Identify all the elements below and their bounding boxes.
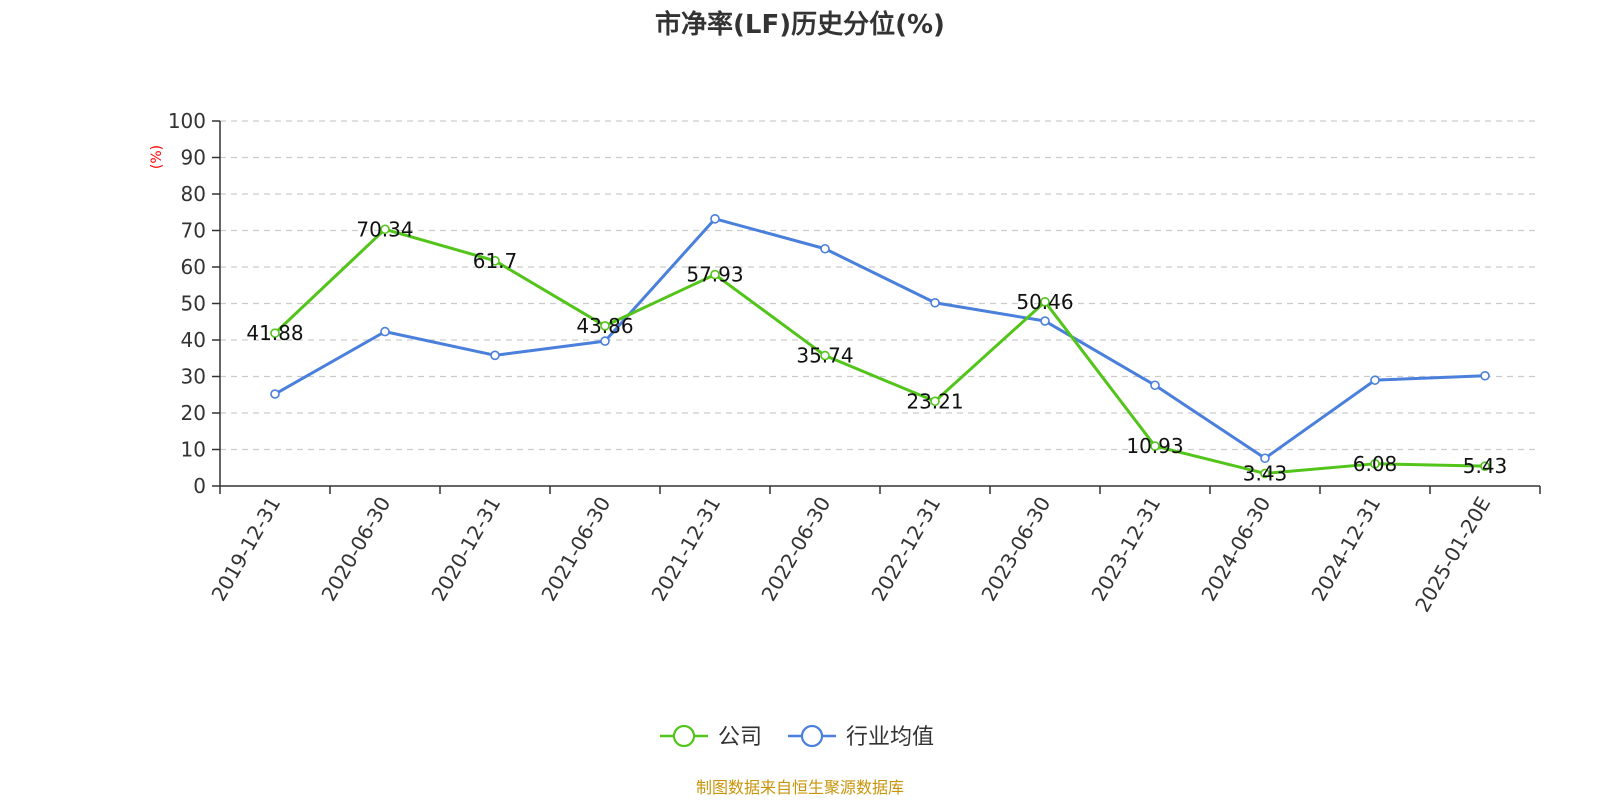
series-line-industry-average: [274, 217, 1486, 460]
x-tick-label: 2022-06-30: [756, 493, 835, 606]
series-lines: [270, 214, 1490, 479]
y-tick-label: 20: [181, 401, 206, 425]
legend-item-company[interactable]: 公司: [660, 724, 762, 750]
industry-average-point: [1150, 380, 1160, 391]
company-point: [930, 396, 940, 407]
industry-average-point: [1040, 316, 1050, 326]
company-data-label: 57.93: [686, 263, 743, 287]
industry-average-point: [1370, 375, 1380, 385]
company-point: [820, 350, 830, 361]
company-point: [270, 328, 280, 338]
y-tick-label: 10: [181, 438, 206, 462]
company-data-label: 10.93: [1126, 434, 1183, 458]
legend-label: 公司: [718, 725, 762, 750]
y-tick-label: 0: [193, 474, 206, 498]
company-point: [600, 321, 610, 331]
legend-label: 行业均值: [846, 725, 934, 750]
company-point: [490, 255, 500, 266]
y-tick-label: 80: [181, 182, 206, 206]
y-tick-label: 70: [181, 219, 206, 243]
company-data-label: 61.7: [473, 249, 518, 273]
x-tick-label: 2021-06-30: [536, 493, 615, 606]
industry-average-point: [600, 336, 610, 346]
company-data-label: 41.88: [246, 321, 303, 345]
x-tick-label: 2021-12-31: [646, 493, 725, 606]
y-tick-label: 100: [168, 109, 206, 133]
industry-average-point: [1480, 370, 1490, 381]
chart-title: 市净率(LF)历史分位(%): [655, 9, 945, 40]
x-tick-label: 2020-06-30: [316, 493, 395, 606]
y-tick-label: 90: [181, 146, 206, 170]
data-labels: 41.88 70.34 61.7 43.86 57.93 35.74 23.21 50.46 1…: [246, 217, 1507, 485]
company-data-label: 6.08: [1353, 452, 1398, 476]
x-tick-label: 2025-01-20E: [1410, 493, 1495, 617]
industry-average-point: [930, 297, 940, 308]
x-tick-label: 2023-06-30: [976, 493, 1055, 606]
company-data-label: 3.43: [1243, 461, 1288, 485]
industry-average-point: [710, 214, 720, 224]
y-tick-label: 60: [181, 255, 206, 279]
x-tick-label: 2024-06-30: [1196, 493, 1275, 606]
x-tick-label: 2020-12-31: [426, 493, 505, 606]
grid-lines: [220, 120, 1540, 451]
y-tick-label: 40: [181, 328, 206, 352]
axes: 0 10 20 30 40 50 60 70 80 90 100 2019-12-31 2020-06-…: [168, 109, 1541, 617]
company-point: [380, 224, 390, 235]
industry-average-point: [270, 389, 280, 399]
industry-average-point: [820, 243, 830, 254]
company-point: [1480, 461, 1490, 471]
company-point: [1040, 297, 1050, 307]
y-axis-unit-label: (%): [149, 145, 165, 169]
industry-average-point: [380, 326, 390, 337]
series-line-company: [273, 227, 1486, 475]
industry-average-point: [490, 350, 500, 361]
company-data-label: 70.34: [356, 217, 413, 241]
company-point: [710, 269, 720, 280]
company-point: [1370, 459, 1380, 469]
y-tick-label: 30: [181, 365, 206, 389]
company-data-label: 43.86: [576, 314, 633, 338]
source-note: 制图数据来自恒生聚源数据库: [696, 778, 904, 797]
company-data-label: 50.46: [1016, 290, 1073, 314]
company-data-label: 23.21: [906, 389, 963, 413]
company-point: [1260, 468, 1270, 479]
legend-circle-icon: [800, 724, 824, 748]
legend[interactable]: 公司 行业均值: [660, 724, 934, 750]
company-data-label: 5.43: [1463, 454, 1508, 478]
industry-average-point: [1260, 453, 1270, 464]
company-data-label: 35.74: [796, 344, 853, 368]
company-point: [1150, 441, 1160, 451]
x-tick-label: 2024-12-31: [1306, 493, 1385, 606]
legend-item-industry-average[interactable]: 行业均值: [788, 724, 934, 750]
y-tick-label: 50: [181, 292, 206, 316]
x-tick-label: 2022-12-31: [866, 493, 945, 606]
x-tick-label: 2023-12-31: [1086, 493, 1165, 606]
legend-circle-icon: [672, 724, 696, 748]
x-tick-label: 2019-12-31: [206, 493, 285, 606]
